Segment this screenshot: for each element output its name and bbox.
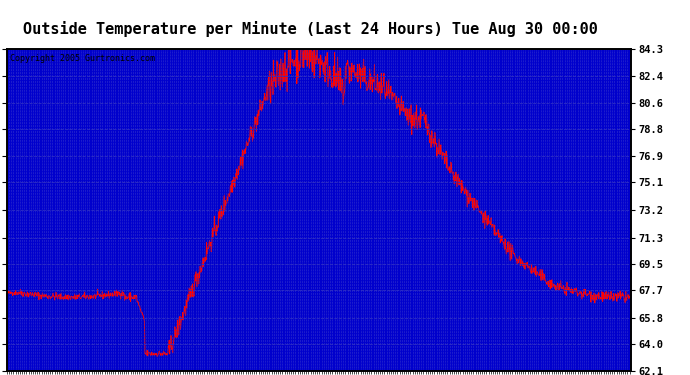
Text: Copyright 2005 Gurtronics.com: Copyright 2005 Gurtronics.com: [10, 54, 155, 63]
Text: Outside Temperature per Minute (Last 24 Hours) Tue Aug 30 00:00: Outside Temperature per Minute (Last 24 …: [23, 21, 598, 37]
